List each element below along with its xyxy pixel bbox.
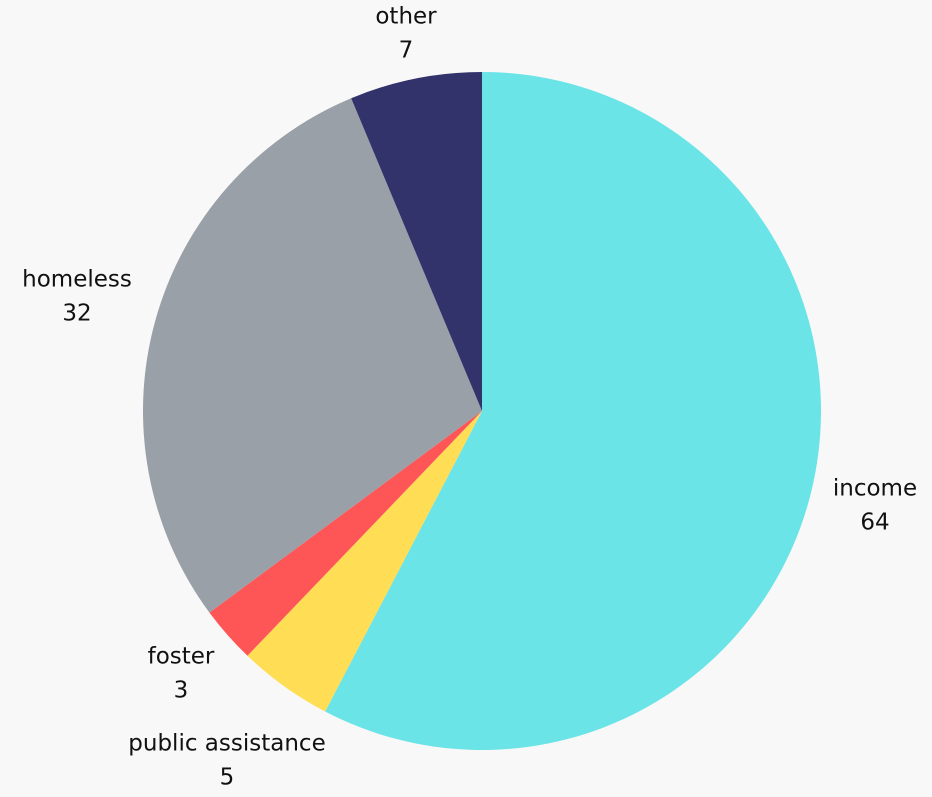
pie-slice-public-assistance bbox=[247, 411, 482, 712]
slice-value-homeless: 32 bbox=[62, 301, 91, 327]
pie-labels: income 64 public assistance 5 foster 3 homeles… bbox=[22, 4, 917, 791]
pie-slice-other bbox=[351, 72, 482, 411]
slice-value-foster: 3 bbox=[174, 678, 189, 704]
slice-label-foster: foster bbox=[148, 644, 215, 670]
slice-value-income: 64 bbox=[860, 510, 889, 536]
slice-value-other: 7 bbox=[399, 38, 414, 64]
slice-value-public-assistance: 5 bbox=[220, 765, 235, 791]
pie-slices bbox=[142, 72, 822, 751]
slice-label-homeless: homeless bbox=[22, 267, 132, 293]
slice-label-other: other bbox=[375, 4, 437, 30]
pie-slice-income bbox=[325, 72, 822, 751]
pie-slice-foster bbox=[209, 411, 482, 656]
slice-label-income: income bbox=[833, 476, 917, 502]
pie-slice-homeless bbox=[142, 98, 482, 613]
slice-label-public-assistance: public assistance bbox=[128, 731, 325, 757]
